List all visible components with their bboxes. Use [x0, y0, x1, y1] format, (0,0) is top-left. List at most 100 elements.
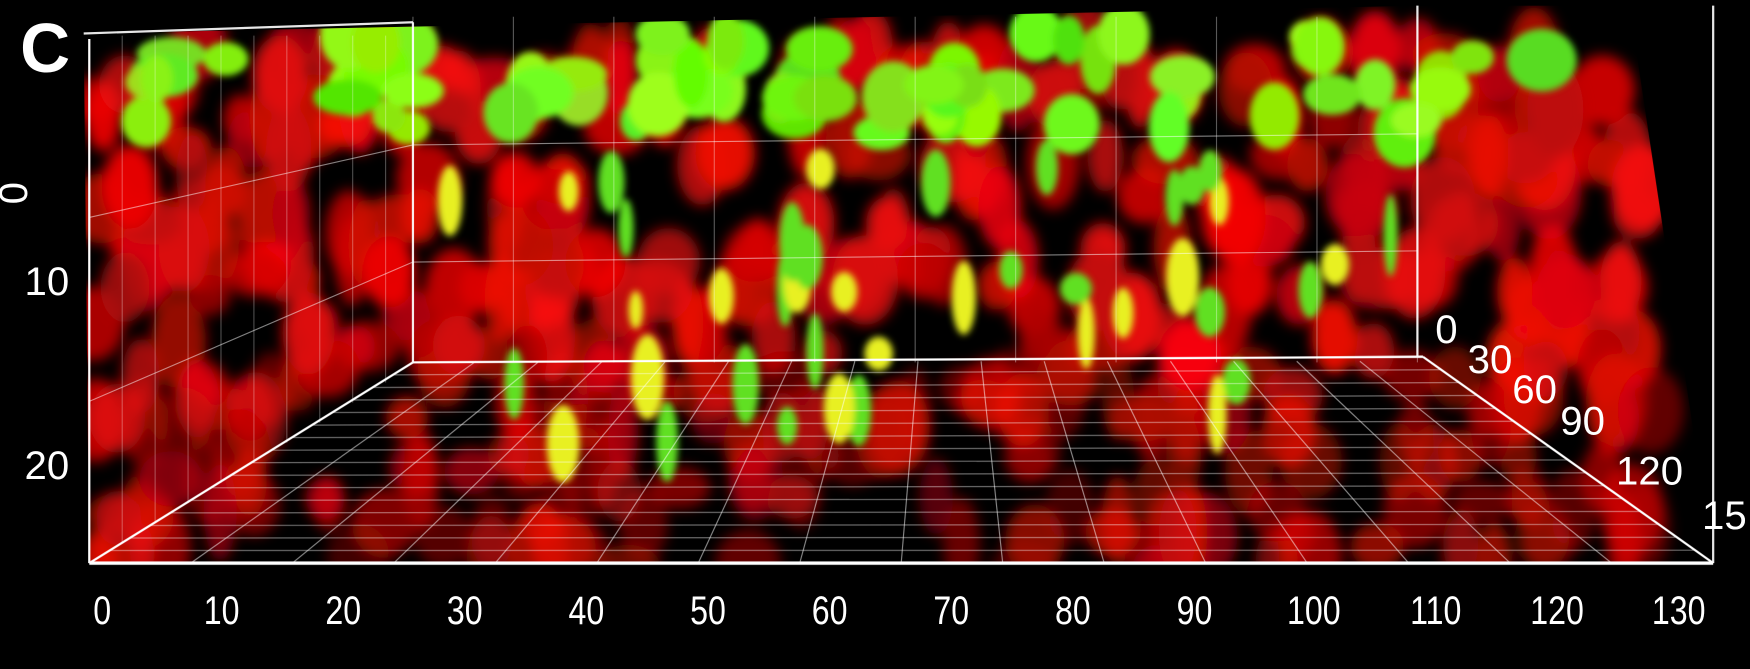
wire: [697, 361, 793, 564]
yellow-cell: [1178, 166, 1206, 205]
red-cell: [1617, 367, 1684, 454]
yellow-cell: [1035, 139, 1058, 196]
red-cell: [443, 447, 500, 495]
green-cell: [635, 13, 690, 56]
wire: [271, 446, 1550, 451]
wire: [1359, 360, 1613, 564]
yellow-cell: [1320, 244, 1350, 285]
green-cell: [1097, 5, 1150, 65]
yellow-cell: [823, 373, 855, 444]
yellow-cell: [628, 290, 644, 330]
red-cell: [1497, 257, 1533, 327]
red-cell: [1350, 522, 1404, 564]
red-cell: [1035, 362, 1086, 440]
red-cell: [432, 315, 485, 375]
yellow-cell: [1383, 194, 1398, 277]
wire: [799, 361, 856, 564]
yellow-cell: [437, 165, 463, 236]
wire: [596, 360, 730, 564]
yellow-cell: [598, 150, 625, 214]
green-cell: [1390, 103, 1442, 138]
wire: [89, 261, 414, 402]
red-cell: [953, 379, 1011, 425]
red-cell: [673, 362, 740, 422]
red-cell: [1569, 55, 1635, 126]
wire: [1043, 361, 1105, 564]
red-cell: [1311, 299, 1358, 375]
wire: [210, 485, 1605, 489]
green-cell: [1009, 5, 1063, 62]
x-axis-label: 90: [1177, 587, 1213, 632]
z-axis-label: 15: [1702, 493, 1747, 538]
x-axis-label: 50: [690, 587, 726, 632]
red-cell: [751, 351, 815, 403]
red-cell: [272, 178, 311, 249]
x-axis-label: 40: [569, 587, 605, 632]
red-cell: [1381, 349, 1442, 402]
x-axis-label: 10: [204, 587, 240, 632]
red-cell: [733, 447, 772, 512]
green-cell: [351, 12, 401, 73]
green-cell: [1295, 17, 1345, 76]
wire: [83, 21, 413, 35]
wire: [393, 360, 603, 564]
x-axis-label: 30: [447, 587, 483, 632]
red-cell: [385, 396, 428, 440]
z-axis-label: 30: [1468, 337, 1513, 382]
red-cell: [919, 457, 953, 536]
green-cell: [1303, 74, 1361, 115]
red-cell: [695, 117, 755, 190]
wire: [352, 394, 1478, 401]
wire: [372, 382, 1460, 389]
red-cell: [203, 463, 237, 561]
yellow-cell: [546, 404, 580, 483]
x-axis-label: 60: [812, 587, 848, 632]
red-cell: [1581, 442, 1623, 513]
red-cell: [176, 133, 209, 214]
red-cell: [1411, 248, 1459, 308]
yellow-cell: [1112, 287, 1134, 339]
y-axis-label: 10: [25, 259, 70, 304]
wire: [1106, 361, 1207, 564]
wire: [392, 369, 1442, 376]
red-cell: [100, 252, 150, 323]
red-cell: [637, 228, 701, 295]
yellow-cell: [708, 268, 734, 324]
red-cell: [231, 445, 268, 517]
red-cell: [826, 440, 880, 487]
green-cell: [904, 65, 964, 105]
red-cell: [1045, 468, 1096, 546]
yellow-cell: [777, 406, 798, 445]
red-cell: [139, 450, 203, 507]
green-cell: [785, 26, 853, 72]
yellow-cell: [630, 334, 665, 420]
red-cell: [527, 228, 585, 300]
red-cell: [1004, 432, 1053, 484]
red-cell: [1279, 510, 1343, 564]
x-axis-label: 20: [325, 587, 361, 632]
red-cell: [1159, 318, 1222, 391]
yellow-cell: [1166, 238, 1200, 317]
yellow-cell: [618, 198, 634, 258]
red-cell: [1503, 358, 1564, 436]
red-cell: [1107, 395, 1175, 443]
red-cell: [1536, 254, 1596, 329]
wire: [251, 459, 1569, 464]
yellow-cell: [921, 149, 951, 217]
x-axis-label: 110: [1410, 587, 1461, 632]
z-axis-label: 90: [1560, 398, 1605, 443]
red-cell: [89, 383, 146, 453]
yellow-cell: [1060, 272, 1093, 305]
wire: [412, 133, 1418, 146]
yellow-cell: [1077, 297, 1095, 369]
green-cell: [1148, 91, 1190, 163]
yellow-cell: [864, 336, 893, 371]
wireframe: [83, 5, 1715, 565]
wire: [412, 250, 1418, 263]
wire: [190, 498, 1623, 501]
red-cell: [1470, 382, 1511, 467]
red-cell: [151, 387, 215, 455]
red-cell: [1286, 137, 1329, 192]
